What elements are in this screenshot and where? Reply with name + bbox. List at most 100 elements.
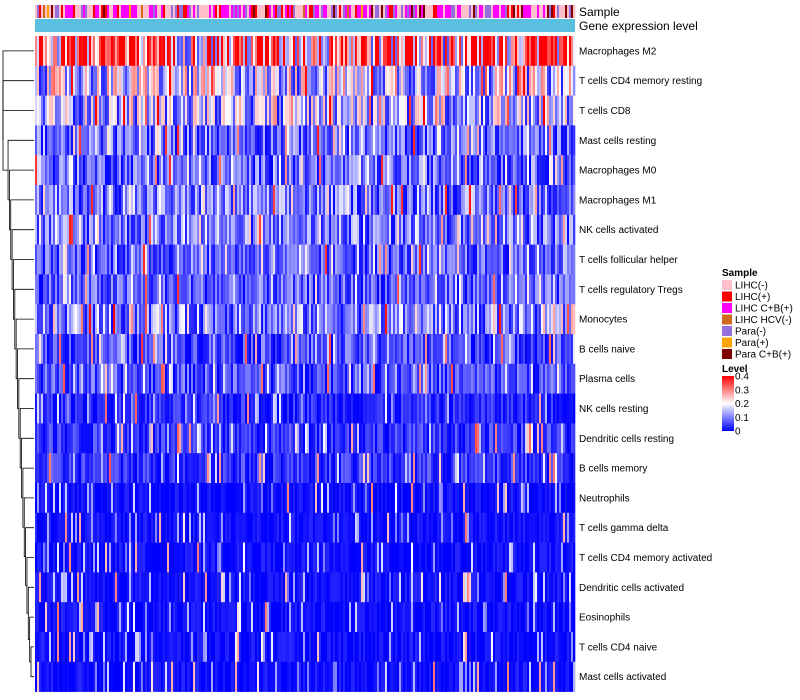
- heatmap-cell: [449, 483, 452, 514]
- heatmap-cell: [349, 304, 352, 335]
- heatmap-cell: [363, 125, 366, 156]
- heatmap-cell: [247, 125, 250, 156]
- heatmap-cell: [377, 185, 380, 216]
- sample-annotation-cell: [135, 5, 138, 18]
- heatmap-cell: [217, 214, 220, 245]
- heatmap-cell: [403, 393, 406, 424]
- heatmap-cell: [517, 423, 520, 454]
- heatmap-cell: [557, 125, 560, 156]
- heatmap-cell: [279, 304, 282, 335]
- heatmap-cell: [285, 185, 288, 216]
- heatmap-cell: [95, 304, 98, 335]
- heatmap-cell: [307, 423, 310, 454]
- heatmap-cell: [565, 274, 568, 305]
- heatmap-cell: [527, 36, 530, 67]
- heatmap-cell: [267, 95, 270, 126]
- heatmap-cell: [189, 483, 192, 514]
- heatmap-cell: [187, 483, 190, 514]
- heatmap-cell: [47, 304, 50, 335]
- heatmap-cell: [309, 304, 312, 335]
- heatmap-cell: [215, 512, 218, 543]
- heatmap-cell: [447, 423, 450, 454]
- heatmap-cell: [467, 125, 470, 156]
- heatmap-cell: [521, 185, 524, 216]
- heatmap-cell: [301, 334, 304, 365]
- heatmap-cell: [513, 95, 516, 126]
- heatmap-cell: [285, 363, 288, 394]
- heatmap-cell: [299, 334, 302, 365]
- sample-annotation-cell: [485, 5, 488, 18]
- heatmap-cell: [535, 334, 538, 365]
- heatmap-cell: [471, 304, 474, 335]
- heatmap-cell: [293, 185, 296, 216]
- heatmap-cell: [471, 155, 474, 186]
- sample-annotation-cell: [169, 5, 172, 18]
- heatmap-cell: [457, 393, 460, 424]
- heatmap-cell: [321, 36, 324, 67]
- heatmap-cell: [551, 393, 554, 424]
- sample-annotation-cell: [179, 5, 182, 18]
- heatmap-cell: [299, 155, 302, 186]
- heatmap-cell: [181, 65, 184, 96]
- heatmap-cell: [205, 155, 208, 186]
- heatmap-cell: [519, 185, 522, 216]
- heatmap-cell: [531, 125, 534, 156]
- heatmap-cell: [123, 453, 126, 484]
- heatmap-cell: [153, 95, 156, 126]
- heatmap-cell: [119, 483, 122, 514]
- heatmap-cell: [139, 363, 142, 394]
- heatmap-cell: [195, 542, 198, 573]
- heatmap-cell: [537, 304, 540, 335]
- heatmap-cell: [283, 155, 286, 186]
- heatmap-cell: [311, 125, 314, 156]
- heatmap-cell: [97, 363, 100, 394]
- heatmap-cell: [115, 453, 118, 484]
- heatmap-cell: [133, 185, 136, 216]
- heatmap-cell: [419, 244, 422, 275]
- heatmap-cell: [499, 155, 502, 186]
- heatmap-cell: [507, 274, 510, 305]
- heatmap-cell: [151, 363, 154, 394]
- heatmap-cell: [365, 304, 368, 335]
- heatmap-cell: [279, 483, 282, 514]
- heatmap-cell: [85, 185, 88, 216]
- heatmap-cell: [179, 304, 182, 335]
- heatmap-cell: [421, 453, 424, 484]
- heatmap-cell: [519, 244, 522, 275]
- heatmap-cell: [179, 483, 182, 514]
- heatmap-row: [35, 214, 576, 245]
- heatmap-cell: [439, 185, 442, 216]
- heatmap-cell: [205, 214, 208, 245]
- heatmap-cell: [191, 423, 194, 454]
- sample-annotation-cell: [457, 5, 460, 18]
- heatmap-cell: [217, 95, 220, 126]
- heatmap-cell: [269, 185, 272, 216]
- heatmap-cell: [245, 185, 248, 216]
- heatmap-cell: [181, 125, 184, 156]
- heatmap-cell: [135, 36, 138, 67]
- heatmap-cell: [289, 334, 292, 365]
- heatmap-cell: [139, 244, 142, 275]
- heatmap-cell: [529, 185, 532, 216]
- heatmap-cell: [367, 274, 370, 305]
- heatmap-cell: [323, 453, 326, 484]
- heatmap-cell: [147, 125, 150, 156]
- heatmap-cell: [349, 363, 352, 394]
- heatmap-cell: [255, 334, 258, 365]
- heatmap-cell: [563, 423, 566, 454]
- heatmap-cell: [169, 453, 172, 484]
- heatmap-cell: [139, 36, 142, 67]
- heatmap-cell: [407, 512, 410, 543]
- heatmap-cell: [51, 483, 54, 514]
- heatmap-cell: [157, 512, 160, 543]
- heatmap-cell: [569, 244, 572, 275]
- heatmap-cell: [173, 214, 176, 245]
- heatmap-cell: [329, 185, 332, 216]
- heatmap-cell: [379, 304, 382, 335]
- heatmap-cell: [315, 423, 318, 454]
- heatmap-cell: [335, 125, 338, 156]
- heatmap-cell: [347, 453, 350, 484]
- heatmap-cell: [517, 453, 520, 484]
- heatmap-cell: [265, 423, 268, 454]
- heatmap-cell: [135, 244, 138, 275]
